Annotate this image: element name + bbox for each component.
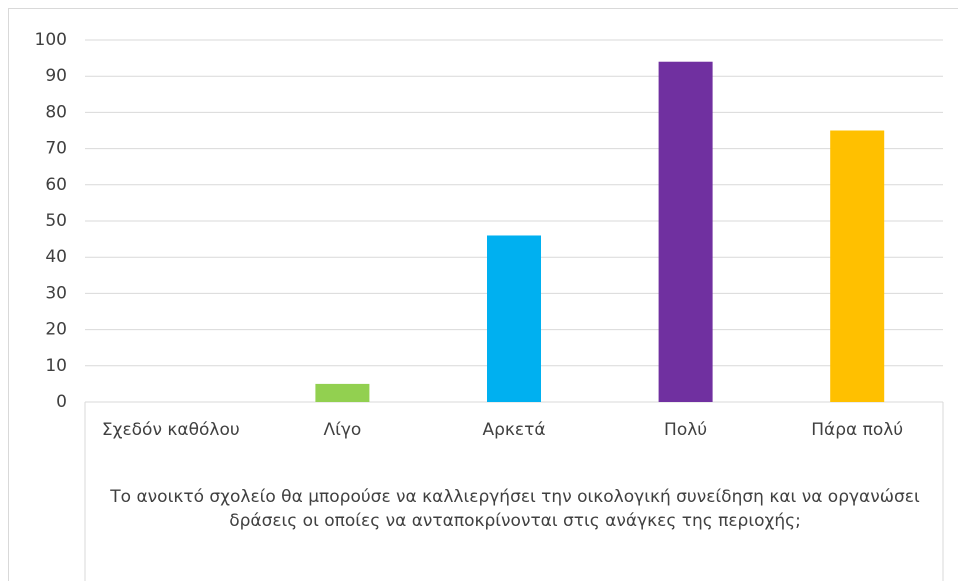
- bar: [487, 235, 541, 402]
- y-tick-label: 10: [45, 356, 67, 376]
- x-tick-label: Λίγο: [323, 420, 362, 440]
- y-tick-label: 0: [56, 392, 67, 412]
- y-tick-label: 60: [45, 175, 67, 195]
- y-tick-label: 80: [45, 102, 67, 122]
- y-tick-label: 40: [45, 247, 67, 267]
- x-tick-label: Πάρα πολύ: [811, 420, 904, 440]
- y-tick-label: 50: [45, 211, 67, 231]
- x-tick-label: Σχεδόν καθόλου: [101, 420, 240, 440]
- bar: [315, 383, 370, 402]
- x-tick-label: Αρκετά: [482, 420, 546, 440]
- frame: [8, 8, 958, 581]
- y-tick-label: 100: [35, 30, 67, 50]
- x-axis-label: Το ανοικτό σχολείο θα μπορούσε να καλλιε…: [110, 487, 920, 531]
- y-tick-label: 70: [45, 139, 67, 159]
- bar: [830, 130, 885, 402]
- y-tick-label: 90: [45, 66, 67, 86]
- y-tick-label: 30: [45, 283, 67, 303]
- x-tick-label: Πολύ: [664, 420, 708, 440]
- bar: [658, 61, 713, 402]
- y-tick-label: 20: [45, 320, 67, 340]
